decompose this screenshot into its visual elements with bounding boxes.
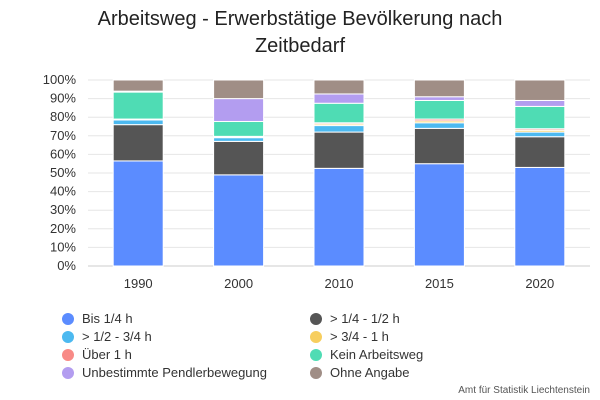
y-tick-label: 70% (50, 128, 76, 143)
bar-segment-2010-series-7[interactable] (313, 79, 365, 95)
source-credit: Amt für Statistik Liechtenstein (458, 385, 590, 396)
bar-segment-2010-series-6[interactable] (313, 93, 365, 104)
legend-swatch-bis-1-4-h (62, 312, 74, 325)
legend-label-1-2-3-4-h: > 1/2 - 3/4 h (82, 329, 152, 344)
legend-swatch-unbestimmte-pendlerbewegung (62, 366, 74, 379)
legend-label-ohne-angabe: Ohne Angabe (330, 365, 410, 380)
legend-item-kein-arbeitsweg[interactable]: Kein Arbeitsweg (310, 346, 532, 363)
bar-segment-2010-series-1[interactable] (313, 131, 365, 169)
x-tick-label: 2010 (325, 276, 354, 291)
chart-title-line-1: Arbeitsweg - Erwerbstätige Bevölkerung n… (97, 8, 503, 30)
legend-label-kein-arbeitsweg: Kein Arbeitsweg (330, 347, 424, 362)
y-tick-label: 0% (57, 258, 76, 273)
bar-segment-2000-series-0[interactable] (213, 174, 265, 267)
y-tick-label: 80% (50, 109, 76, 124)
x-tick-label: 1990 (124, 276, 153, 291)
chart-legend: Bis 1/4 h > 1/4 - 1/2 h > 1/2 - 3/4 h > … (62, 310, 532, 381)
legend-label-unbestimmte-pendlerbewegung: Unbestimmte Pendlerbewegung (82, 365, 267, 380)
legend-item-ueber-1-h[interactable]: Über 1 h (62, 346, 310, 363)
x-tick-label: 2000 (224, 276, 253, 291)
legend-label-ueber-1-h: Über 1 h (82, 347, 132, 362)
chart-title-line-2: Zeitbedarf (254, 35, 346, 57)
legend-item-ohne-angabe[interactable]: Ohne Angabe (310, 364, 532, 381)
legend-swatch-3-4-1-h (310, 330, 322, 343)
chart-plot: 0% 10% 20% 30% 40% 50% 60% 70% 80% 90% 100% 1990 200… (43, 72, 590, 291)
bar-segment-2015-series-7[interactable] (413, 79, 465, 98)
bar-segment-2015-series-2[interactable] (413, 122, 465, 129)
legend-label-bis-1-4-h: Bis 1/4 h (82, 311, 133, 326)
y-tick-label: 100% (43, 72, 77, 87)
bar-segment-1990-series-0[interactable] (112, 160, 164, 267)
y-tick-label: 20% (50, 221, 76, 236)
bar-segment-2020-series-6[interactable] (514, 99, 566, 107)
bar-segment-2015-series-0[interactable] (413, 163, 465, 267)
bar-segment-1990-series-2[interactable] (112, 119, 164, 126)
y-tick-label: 40% (50, 184, 76, 199)
legend-label-1-4-1-2-h: > 1/4 - 1/2 h (330, 311, 400, 326)
bar-segment-2010-series-2[interactable] (313, 125, 365, 133)
bar-segment-2000-series-7[interactable] (213, 79, 265, 100)
bar-segment-2000-series-2[interactable] (213, 137, 265, 142)
bar-segment-1990-series-7[interactable] (112, 79, 164, 92)
y-tick-label: 60% (50, 146, 76, 161)
bar-segment-2020-series-2[interactable] (514, 131, 566, 138)
chart-title: Arbeitsweg - Erwerbstätige Bevölkerung n… (0, 6, 600, 60)
bar-segment-2020-series-7[interactable] (514, 79, 566, 101)
x-tick-label: 2020 (525, 276, 554, 291)
bar-segment-1990-series-5[interactable] (112, 91, 164, 120)
x-tick-label: 2015 (425, 276, 454, 291)
bar-segment-2010-series-0[interactable] (313, 167, 365, 267)
legend-swatch-ohne-angabe (310, 366, 322, 379)
legend-item-1-2-3-4-h[interactable]: > 1/2 - 3/4 h (62, 328, 310, 345)
legend-item-unbestimmte-pendlerbewegung[interactable]: Unbestimmte Pendlerbewegung (62, 364, 310, 381)
bar-segment-2020-series-1[interactable] (514, 136, 566, 168)
legend-swatch-1-2-3-4-h (62, 330, 74, 343)
bar-segment-2015-series-5[interactable] (413, 99, 465, 120)
bar-segment-2015-series-6[interactable] (413, 96, 465, 101)
legend-label-3-4-1-h: > 3/4 - 1 h (330, 329, 389, 344)
y-tick-label: 10% (50, 239, 76, 254)
legend-item-1-4-1-2-h[interactable]: > 1/4 - 1/2 h (310, 310, 532, 327)
y-tick-label: 90% (50, 91, 76, 106)
bar-segment-2020-series-5[interactable] (514, 105, 566, 130)
y-tick-label: 50% (50, 165, 76, 180)
legend-swatch-1-4-1-2-h (310, 312, 322, 325)
bar-segment-2000-series-1[interactable] (213, 140, 265, 176)
bar-segment-2010-series-5[interactable] (313, 102, 365, 124)
legend-swatch-ueber-1-h (62, 348, 74, 361)
legend-swatch-kein-arbeitsweg (310, 348, 322, 361)
legend-item-3-4-1-h[interactable]: > 3/4 - 1 h (310, 328, 532, 345)
bar-segment-2000-series-5[interactable] (213, 120, 265, 137)
bar-segment-2000-series-6[interactable] (213, 98, 265, 122)
y-tick-label: 30% (50, 202, 76, 217)
bar-segment-2015-series-1[interactable] (413, 127, 465, 165)
bar-segment-1990-series-1[interactable] (112, 124, 164, 162)
legend-item-bis-1-4-h[interactable]: Bis 1/4 h (62, 310, 310, 327)
bar-segment-2020-series-0[interactable] (514, 166, 566, 267)
